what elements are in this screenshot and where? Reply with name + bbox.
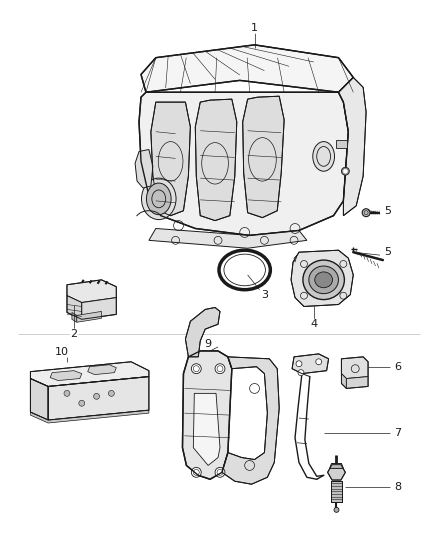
- Circle shape: [79, 400, 85, 406]
- Polygon shape: [328, 465, 346, 480]
- Ellipse shape: [309, 266, 339, 294]
- Bar: [336, 140, 347, 148]
- Text: 5: 5: [384, 247, 391, 257]
- Polygon shape: [195, 99, 237, 221]
- Text: 1: 1: [251, 23, 258, 33]
- Ellipse shape: [303, 260, 344, 300]
- Polygon shape: [77, 311, 102, 322]
- Text: 3: 3: [261, 289, 268, 300]
- Polygon shape: [291, 250, 353, 306]
- Polygon shape: [151, 102, 191, 216]
- Polygon shape: [339, 77, 366, 216]
- Circle shape: [191, 467, 201, 477]
- Circle shape: [298, 370, 304, 376]
- Text: 10: 10: [55, 347, 69, 357]
- Polygon shape: [183, 351, 232, 479]
- Text: 6: 6: [394, 362, 401, 372]
- Text: 9: 9: [205, 339, 212, 349]
- Polygon shape: [346, 377, 368, 389]
- Polygon shape: [139, 92, 348, 236]
- Polygon shape: [50, 370, 82, 381]
- Text: 7: 7: [394, 428, 401, 438]
- Polygon shape: [48, 377, 149, 420]
- Circle shape: [334, 507, 339, 512]
- Circle shape: [94, 393, 99, 399]
- Polygon shape: [222, 357, 279, 484]
- Polygon shape: [342, 357, 368, 378]
- Polygon shape: [329, 464, 343, 469]
- Ellipse shape: [313, 142, 335, 171]
- Polygon shape: [193, 393, 220, 465]
- Polygon shape: [30, 362, 149, 386]
- Polygon shape: [72, 312, 77, 322]
- Circle shape: [191, 364, 201, 374]
- Circle shape: [316, 359, 321, 365]
- Circle shape: [215, 467, 225, 477]
- Circle shape: [362, 209, 370, 216]
- Polygon shape: [135, 149, 153, 188]
- Polygon shape: [243, 96, 284, 217]
- Polygon shape: [30, 410, 149, 423]
- Polygon shape: [149, 229, 307, 248]
- Polygon shape: [67, 280, 117, 303]
- Polygon shape: [88, 365, 117, 375]
- Polygon shape: [331, 481, 343, 502]
- Circle shape: [109, 390, 114, 397]
- Polygon shape: [292, 354, 328, 374]
- Polygon shape: [342, 374, 346, 389]
- Text: 2: 2: [71, 329, 78, 339]
- Polygon shape: [185, 308, 220, 357]
- Ellipse shape: [315, 272, 332, 288]
- Circle shape: [64, 390, 70, 397]
- Text: 5: 5: [384, 206, 391, 216]
- Circle shape: [343, 169, 347, 173]
- Polygon shape: [67, 296, 82, 319]
- Circle shape: [215, 364, 225, 374]
- Ellipse shape: [141, 178, 176, 220]
- Text: 4: 4: [310, 319, 318, 329]
- Ellipse shape: [146, 183, 171, 215]
- Polygon shape: [294, 255, 297, 262]
- Polygon shape: [141, 45, 353, 92]
- Polygon shape: [82, 297, 117, 319]
- Text: 8: 8: [394, 482, 401, 492]
- Circle shape: [342, 167, 350, 175]
- Circle shape: [296, 361, 302, 367]
- Polygon shape: [30, 378, 48, 420]
